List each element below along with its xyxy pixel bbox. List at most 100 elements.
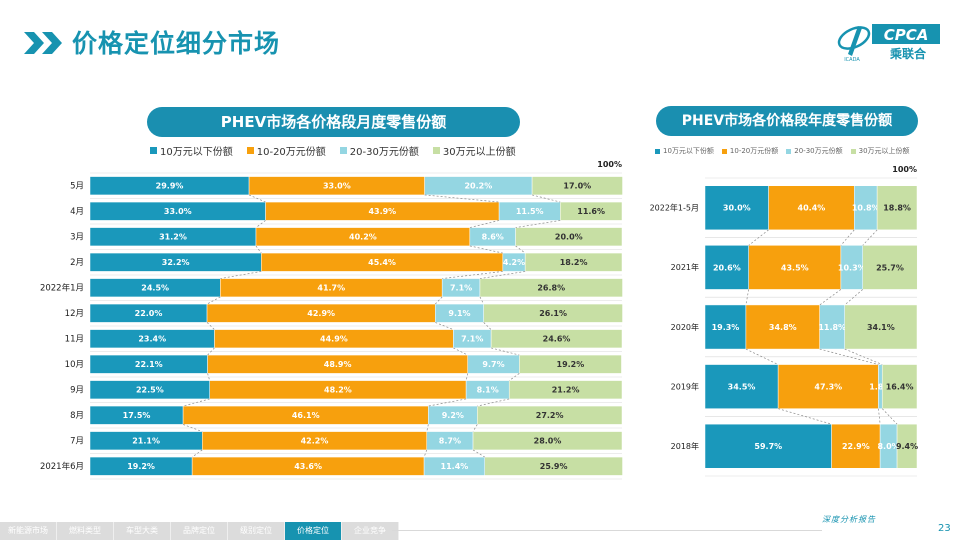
bar-segment bbox=[704, 185, 769, 231]
axis-max-label: 100% bbox=[892, 165, 917, 174]
data-label: 45.4% bbox=[368, 258, 396, 267]
bar-segment bbox=[220, 278, 443, 298]
bar-segment bbox=[214, 329, 454, 349]
bar-segment bbox=[840, 245, 863, 290]
connector-line bbox=[255, 245, 262, 254]
connector-line bbox=[469, 245, 503, 254]
nav-item-new-energy[interactable]: 新能源市场 bbox=[0, 522, 57, 540]
data-label: 31.2% bbox=[159, 233, 187, 242]
connector-line bbox=[207, 347, 215, 356]
data-label: 11.4% bbox=[441, 462, 469, 471]
data-label: 28.0% bbox=[534, 437, 562, 446]
bar-segment bbox=[467, 354, 520, 374]
bar-segment bbox=[704, 423, 832, 469]
monthly-legend: 10万元以下份额 10-20万元份额 20-30万元份额 30万元以上份额 bbox=[150, 143, 516, 158]
double-chevron-icon bbox=[24, 32, 62, 54]
data-label: 59.7% bbox=[754, 442, 782, 451]
connector-line bbox=[483, 322, 492, 330]
connector-line bbox=[819, 348, 879, 365]
data-label: 20.0% bbox=[555, 233, 583, 242]
data-label: 22.5% bbox=[136, 386, 164, 395]
legend-swatch bbox=[850, 148, 856, 154]
data-label: 17.0% bbox=[563, 182, 591, 191]
connector-line bbox=[182, 424, 203, 432]
data-label: 26.1% bbox=[539, 309, 567, 318]
data-label: 21.1% bbox=[132, 437, 160, 446]
bar-segment bbox=[844, 304, 918, 350]
nav-item-vehicle-class[interactable]: 车型大类 bbox=[114, 522, 171, 540]
bar-segment bbox=[748, 245, 842, 290]
legend-label: 10万元以下份额 bbox=[160, 147, 233, 158]
legend-item: 30万元以上份额 bbox=[850, 146, 910, 156]
connector-line bbox=[191, 449, 203, 458]
connector-line bbox=[745, 289, 750, 306]
connector-line bbox=[183, 398, 210, 407]
nav-item-brand[interactable]: 品牌定位 bbox=[171, 522, 228, 540]
connector-line bbox=[206, 296, 221, 305]
category-label: 12月 bbox=[65, 309, 84, 319]
bar-segment bbox=[531, 176, 623, 196]
connector-line bbox=[532, 194, 561, 203]
nav-item-price[interactable]: 价格定位 bbox=[285, 522, 342, 540]
data-label: 40.2% bbox=[349, 233, 377, 242]
data-label: 27.2% bbox=[536, 411, 564, 420]
bar-segment bbox=[777, 364, 879, 409]
bar-segment bbox=[484, 456, 623, 476]
data-label: 16.4% bbox=[886, 382, 914, 391]
data-label: 42.9% bbox=[307, 309, 335, 318]
connector-line bbox=[515, 220, 561, 228]
legend-swatch bbox=[655, 148, 660, 154]
data-label: 44.9% bbox=[320, 335, 348, 344]
page-number: 23 bbox=[938, 523, 951, 534]
bar-segment bbox=[248, 176, 425, 196]
bar-segment bbox=[879, 423, 898, 469]
category-label: 3月 bbox=[70, 233, 84, 243]
connector-line bbox=[207, 373, 211, 381]
data-label: 11.8% bbox=[818, 323, 846, 332]
data-label: 10.3% bbox=[838, 263, 866, 272]
axis-max-label: 100% bbox=[597, 160, 622, 169]
data-label: 20.6% bbox=[713, 263, 741, 272]
bar-segment bbox=[508, 380, 623, 400]
connector-line bbox=[778, 408, 832, 425]
data-label: 43.5% bbox=[781, 263, 809, 272]
connector-line bbox=[819, 289, 842, 306]
bar-segment bbox=[483, 303, 623, 323]
bar-segment bbox=[255, 227, 471, 247]
category-label: 2018年 bbox=[671, 441, 699, 451]
category-label: 5月 bbox=[70, 182, 84, 192]
nav-item-level[interactable]: 级别定位 bbox=[228, 522, 285, 540]
footer-divider bbox=[392, 530, 822, 531]
legend-item: 30万元以上份额 bbox=[432, 143, 516, 158]
data-label: 18.8% bbox=[883, 204, 911, 213]
category-label: 9月 bbox=[70, 386, 84, 396]
bar-segment bbox=[89, 380, 210, 400]
cpca-logo: CPCA 乘联合 ICADA bbox=[837, 24, 940, 62]
bar-segment bbox=[515, 227, 623, 247]
nav-item-competition[interactable]: 企业竞争 bbox=[342, 522, 399, 540]
connector-line bbox=[477, 398, 510, 407]
data-label: 34.8% bbox=[769, 323, 797, 332]
category-label: 2020年 bbox=[671, 322, 699, 332]
bar-segment bbox=[881, 364, 918, 409]
data-label: 4.2% bbox=[503, 258, 525, 267]
monthly-chart-title: PHEV市场各价格段月度零售份额 bbox=[147, 107, 520, 137]
connector-line bbox=[472, 424, 478, 432]
bar-segment bbox=[453, 329, 492, 349]
page-title: 价格定位细分市场 bbox=[72, 29, 281, 58]
category-label: 11月 bbox=[65, 335, 84, 345]
bar-segment bbox=[490, 329, 623, 349]
connector-line bbox=[435, 322, 454, 330]
bar-segment bbox=[768, 185, 855, 231]
connector-line bbox=[424, 194, 500, 203]
footer-tagline: 深度分析报告 bbox=[822, 515, 876, 524]
legend-label: 10-20万元份额 bbox=[256, 147, 326, 158]
bar-segment bbox=[831, 423, 881, 469]
bar-segment bbox=[878, 364, 883, 409]
data-label: 8.6% bbox=[482, 233, 504, 242]
data-label: 22.0% bbox=[135, 309, 163, 318]
connector-line bbox=[479, 296, 484, 305]
data-label: 46.1% bbox=[292, 411, 320, 420]
nav-item-fuel-type[interactable]: 燃料类型 bbox=[57, 522, 114, 540]
